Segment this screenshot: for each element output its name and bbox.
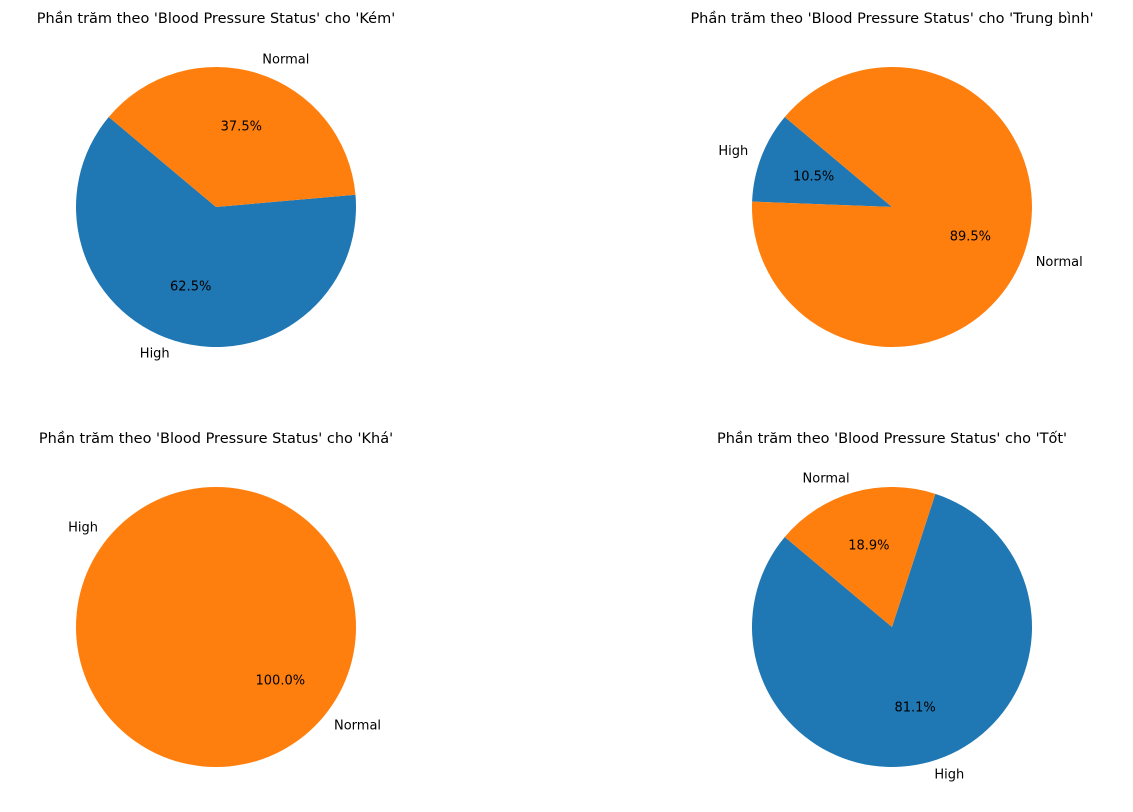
pie-panel-2: Phần trăm theo 'Blood Pressure Status' c… xyxy=(690,11,1094,347)
pie-category-label: Normal xyxy=(334,719,381,734)
pie-title: Phần trăm theo 'Blood Pressure Status' c… xyxy=(717,430,1067,447)
pie-title: Phần trăm theo 'Blood Pressure Status' c… xyxy=(39,431,393,447)
pie-category-label: High xyxy=(68,521,98,536)
pie-category-label: Normal xyxy=(803,472,850,487)
pie-percent-label: 100.0% xyxy=(256,674,306,689)
pie-panel-4: Phần trăm theo 'Blood Pressure Status' c… xyxy=(717,430,1067,783)
pie-category-label: High xyxy=(934,768,964,783)
pie-slice-normal xyxy=(784,486,936,627)
pie-category-label: High xyxy=(140,346,170,361)
pie-slice-normal xyxy=(76,487,356,767)
pie-panel-1: Phần trăm theo 'Blood Pressure Status' c… xyxy=(37,11,395,361)
pie-slice-high xyxy=(752,117,892,207)
pie-percent-label: 18.9% xyxy=(848,539,889,554)
pie-slice-normal xyxy=(751,66,1032,347)
pie-title: Phần trăm theo 'Blood Pressure Status' c… xyxy=(690,11,1093,27)
pie-panel-3: Phần trăm theo 'Blood Pressure Status' c… xyxy=(39,431,393,767)
pie-category-label: High xyxy=(718,144,748,159)
pie-title: Phần trăm theo 'Blood Pressure Status' c… xyxy=(37,11,395,27)
pie-percent-label: 81.1% xyxy=(894,700,935,715)
pie-percent-label: 10.5% xyxy=(793,169,834,184)
pie-percent-label: 89.5% xyxy=(950,230,991,245)
pie-slice-high xyxy=(751,493,1032,767)
pie-percent-label: 62.5% xyxy=(170,280,211,295)
pie-category-label: Normal xyxy=(262,53,309,68)
pie-slice-normal xyxy=(108,66,356,208)
pie-category-label: Normal xyxy=(1036,255,1083,270)
pie-percent-label: 37.5% xyxy=(221,119,262,134)
pie-slice-high xyxy=(76,117,357,347)
